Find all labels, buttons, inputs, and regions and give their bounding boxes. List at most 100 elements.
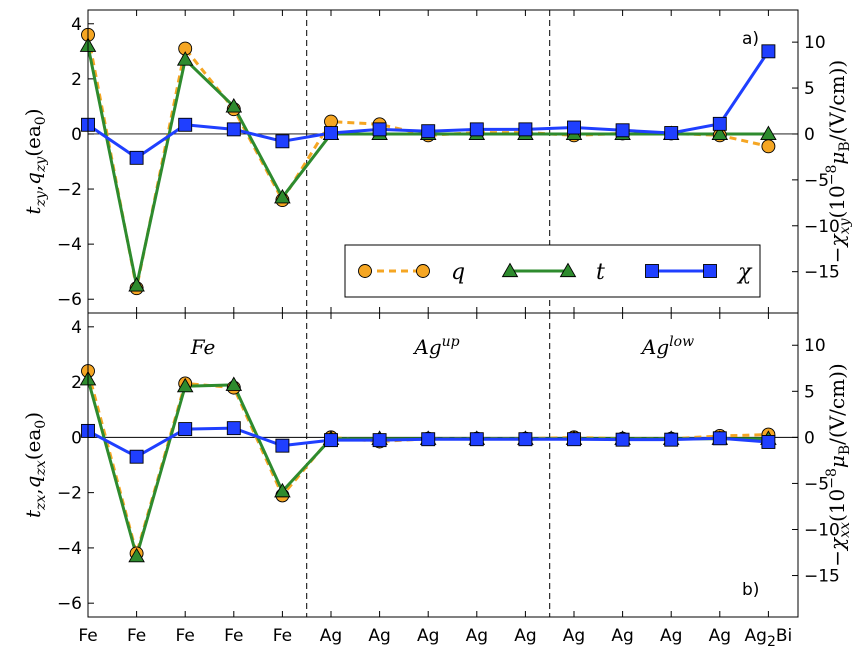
- data-point-chi: [129, 449, 144, 464]
- y-tick-label: 0: [71, 125, 82, 145]
- y2-axis-label: −χxx(10−8μB/(V/cm)): [824, 363, 853, 566]
- data-point-chi: [761, 44, 776, 59]
- y-axis-label: tzy,qzy(ea0): [21, 108, 49, 214]
- data-point-chi: [275, 134, 290, 149]
- data-point-t: [274, 482, 291, 498]
- legend-chi-label: χ: [736, 260, 753, 285]
- y2-tick-label: 5: [804, 382, 815, 402]
- data-point-chi: [178, 422, 193, 437]
- data-point-chi: [664, 126, 679, 140]
- data-point-t: [128, 277, 145, 292]
- data-point-q: [761, 139, 776, 154]
- data-point-chi: [567, 432, 581, 447]
- x-tick-label: Ag: [417, 626, 439, 646]
- plot-frame: [87, 312, 799, 618]
- data-point-chi: [324, 126, 338, 140]
- data-point-chi: [178, 117, 193, 132]
- region-label-ag-up: Agup: [412, 334, 459, 359]
- data-point-chi: [712, 116, 727, 131]
- y2-tick-label: 0: [804, 428, 815, 448]
- data-point-chi: [615, 123, 630, 138]
- data-point-chi: [615, 432, 630, 447]
- y2-tick-label: −15: [804, 567, 840, 587]
- x-tick-label: Ag: [368, 626, 390, 646]
- y-tick-label: −6: [57, 290, 82, 310]
- x-tick-label: Fe: [127, 626, 146, 646]
- data-point-chi: [664, 432, 679, 447]
- data-point-t: [225, 376, 243, 391]
- data-point-chi: [518, 122, 533, 137]
- legend-t-marker: [559, 262, 577, 278]
- legend-t-marker: [501, 262, 519, 278]
- y-tick-label: −6: [57, 594, 82, 614]
- x-tick-label: Ag: [320, 626, 342, 646]
- x-tick-label: Fe: [224, 626, 243, 646]
- data-point-chi: [761, 435, 776, 449]
- y2-tick-label: −5: [804, 474, 829, 494]
- data-point-t: [274, 188, 291, 204]
- data-point-t: [176, 51, 194, 66]
- legend-q-label: q: [451, 260, 465, 285]
- x-tick-label: Ag: [660, 626, 682, 646]
- series-line-t: [86, 378, 769, 558]
- y2-tick-label: 0: [804, 125, 815, 145]
- legend-chi-marker: [645, 264, 659, 278]
- y-tick-label: −4: [57, 235, 82, 255]
- data-point-chi: [372, 122, 387, 137]
- y-tick-label: 4: [71, 318, 82, 338]
- x-tick-label: Ag2Bi: [745, 626, 793, 646]
- legend-q-marker: [416, 264, 430, 278]
- legend-chi-marker: [703, 264, 717, 278]
- x-tick-label: Ag: [611, 626, 633, 646]
- x-tick-label: Fe: [176, 626, 195, 646]
- y-tick-label: −2: [57, 180, 82, 200]
- y-axis-label: tzx,qzx(ea0): [21, 412, 49, 518]
- y2-tick-label: −10: [804, 217, 840, 237]
- data-point-chi: [469, 432, 484, 447]
- y2-axis-label: −χxy(10−8μB/(V/cm)): [824, 60, 853, 263]
- data-point-chi: [518, 432, 533, 447]
- x-tick-label: Fe: [273, 626, 292, 646]
- data-point-t: [176, 377, 194, 393]
- data-point-chi: [421, 124, 436, 139]
- data-point-t: [760, 125, 777, 141]
- region-label-fe: Fe: [190, 335, 216, 359]
- region-label-ag-low: Aglow: [640, 334, 694, 359]
- y-tick-label: 4: [71, 15, 82, 35]
- series-line-q: [86, 34, 769, 290]
- panel-tag-a: a): [742, 29, 759, 49]
- y-tick-label: 2: [71, 373, 82, 393]
- x-tick-label: Ag: [514, 626, 536, 646]
- y2-tick-label: −5: [804, 171, 829, 191]
- data-point-t: [711, 125, 729, 141]
- panel-tag-b: b): [742, 580, 759, 600]
- data-point-t: [128, 547, 145, 563]
- data-point-chi: [712, 431, 727, 446]
- data-point-chi: [226, 122, 241, 137]
- y-tick-label: 0: [71, 428, 82, 448]
- x-tick-label: Fe: [78, 626, 97, 646]
- y2-tick-label: −15: [804, 263, 840, 283]
- data-point-chi: [421, 432, 436, 447]
- data-point-chi: [567, 120, 581, 135]
- y2-tick-label: 10: [804, 336, 826, 356]
- data-point-t: [225, 98, 243, 113]
- y2-tick-label: 5: [804, 79, 815, 99]
- data-point-chi: [372, 433, 387, 448]
- series-line-q: [86, 370, 769, 555]
- x-tick-label: Ag: [563, 626, 585, 646]
- x-tick-label: Ag: [466, 626, 488, 646]
- data-point-chi: [129, 150, 144, 165]
- y-tick-label: 2: [71, 70, 82, 90]
- data-point-chi: [275, 438, 290, 453]
- x-tick-label: Ag: [709, 626, 731, 646]
- y-tick-label: −2: [57, 484, 82, 504]
- data-point-chi: [226, 421, 241, 436]
- y2-tick-label: −10: [804, 520, 840, 540]
- y2-tick-label: 10: [804, 33, 826, 53]
- data-point-chi: [324, 433, 338, 448]
- y-tick-label: −4: [57, 539, 82, 559]
- data-point-chi: [469, 122, 484, 137]
- legend-t-label: t: [596, 260, 605, 285]
